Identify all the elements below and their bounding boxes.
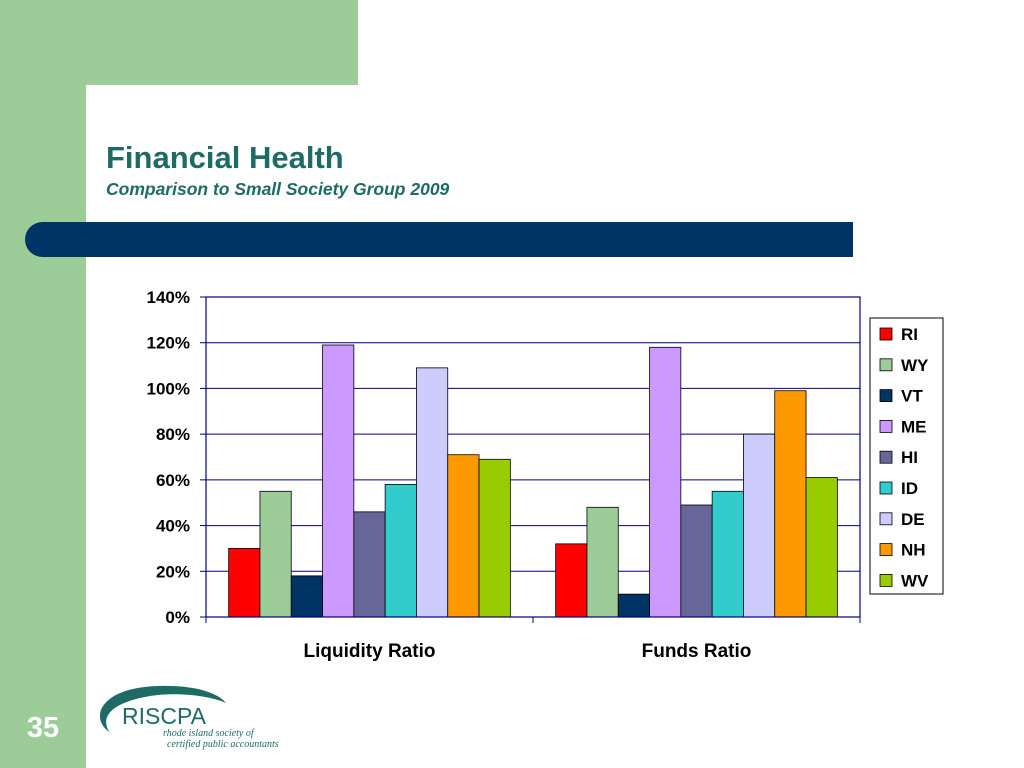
legend-label: RI xyxy=(901,325,918,344)
bar xyxy=(617,593,650,618)
logo-swoosh xyxy=(99,685,226,733)
bar xyxy=(743,433,776,618)
legend-label: HI xyxy=(901,448,918,467)
y-tick-label: 20% xyxy=(156,562,190,581)
bar xyxy=(680,504,713,618)
bar xyxy=(774,390,807,618)
logo-tagline-line2: certified public accountants xyxy=(167,739,279,750)
logo-tagline-line1: rhode island society of xyxy=(163,728,255,739)
bar xyxy=(384,484,417,618)
legend-swatch xyxy=(879,389,893,403)
legend-swatch xyxy=(879,481,893,495)
y-tick-label: 140% xyxy=(147,288,190,307)
y-tick-label: 0% xyxy=(165,608,190,627)
slide-subtitle: Comparison to Small Society Group 2009 xyxy=(106,179,450,199)
bar xyxy=(416,367,449,618)
bar xyxy=(711,490,744,618)
legend-swatch xyxy=(879,358,893,372)
x-category-label: Liquidity Ratio xyxy=(304,641,436,662)
bar xyxy=(353,511,386,618)
bar xyxy=(447,454,480,618)
bar xyxy=(290,575,323,618)
y-tick-label: 60% xyxy=(156,471,190,490)
legend-label: ME xyxy=(901,417,927,436)
legend-swatch xyxy=(879,450,893,464)
y-tick-label: 40% xyxy=(156,517,190,536)
page-number: 35 xyxy=(26,712,60,744)
bar xyxy=(649,346,682,618)
legend-label: ID xyxy=(901,479,918,498)
slide-title: Financial Health xyxy=(106,140,344,175)
bar xyxy=(322,344,355,618)
legend-swatch xyxy=(879,574,893,587)
decorative-left-band xyxy=(0,0,86,768)
legend-label: VT xyxy=(901,387,923,406)
x-category-label: Funds Ratio xyxy=(642,641,752,662)
slide-content-panel xyxy=(86,85,1024,768)
legend-swatch xyxy=(879,512,893,526)
legend-swatch xyxy=(879,327,893,341)
legend-label: WY xyxy=(901,356,929,375)
legend-label: DE xyxy=(901,510,925,529)
legend-swatch xyxy=(879,543,893,556)
bar xyxy=(478,458,511,618)
bar xyxy=(555,543,588,618)
bar xyxy=(805,477,838,618)
title-divider-bar xyxy=(25,222,853,257)
y-tick-label: 100% xyxy=(147,379,190,398)
riscpa-logo: RISCPA rhode island society of certified… xyxy=(99,685,279,750)
bar xyxy=(259,490,292,618)
y-tick-label: 80% xyxy=(156,425,190,444)
legend-label: WV xyxy=(901,571,929,590)
y-tick-label: 120% xyxy=(147,334,190,353)
logo-name: RISCPA xyxy=(122,703,207,729)
bar xyxy=(228,548,261,618)
plot-area-border xyxy=(205,296,861,618)
legend-swatch xyxy=(879,419,893,433)
bar xyxy=(586,506,619,618)
legend-label: NH xyxy=(901,541,926,560)
